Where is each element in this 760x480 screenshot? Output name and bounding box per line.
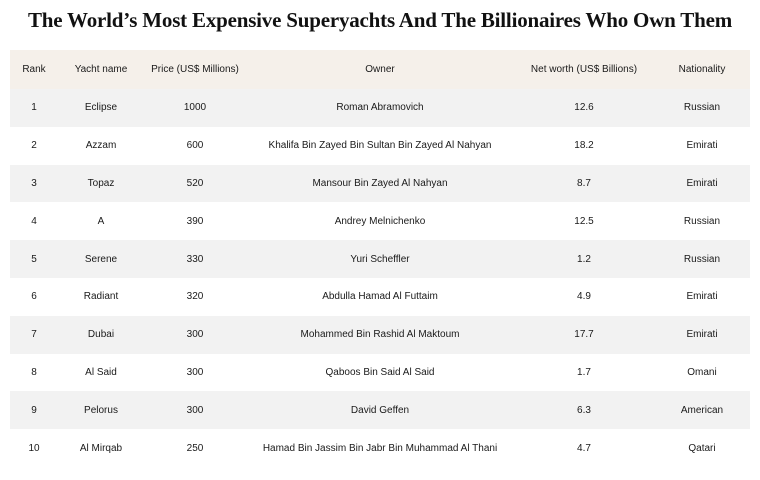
table-row: 8 Al Said 300 Qaboos Bin Said Al Said 1.7 Oma… [10, 353, 750, 392]
yacht-name-cell: Topaz [58, 164, 144, 203]
rank-cell: 2 [10, 126, 58, 165]
net-worth-cell: 6.3 [514, 391, 654, 430]
price-cell: 520 [144, 164, 246, 203]
net-worth-cell: 12.5 [514, 202, 654, 241]
price-cell: 320 [144, 277, 246, 316]
table-row: 7 Dubai 300 Mohammed Bin Rashid Al Maktoum 1… [10, 315, 750, 354]
price-cell: 330 [144, 240, 246, 278]
owner-cell: Abdulla Hamad Al Futtaim [246, 277, 514, 316]
yacht-name-cell: Serene [58, 240, 144, 278]
net-worth-cell: 4.7 [514, 429, 654, 467]
rank-cell: 6 [10, 277, 58, 316]
yacht-name-cell: Pelorus [58, 391, 144, 430]
net-worth-cell: 17.7 [514, 315, 654, 354]
price-cell: 600 [144, 126, 246, 165]
page-title: The World’s Most Expensive Superyachts A… [27, 8, 733, 32]
rank-cell: 7 [10, 315, 58, 354]
price-cell: 390 [144, 202, 246, 241]
column-header-yacht-name: Yacht name [58, 50, 144, 89]
table-body: 1 Eclipse 1000 Roman Abramovich 12.6 Russian 2… [10, 89, 750, 467]
price-cell: 300 [144, 391, 246, 430]
column-header-price: Price (US$ Millions) [144, 50, 246, 89]
rank-cell: 5 [10, 240, 58, 278]
yacht-name-cell: Eclipse [58, 89, 144, 127]
net-worth-cell: 12.6 [514, 89, 654, 127]
nationality-cell: Emirati [654, 164, 750, 203]
table-row: 1 Eclipse 1000 Roman Abramovich 12.6 Russian [10, 89, 750, 127]
nationality-cell: Emirati [654, 126, 750, 165]
nationality-cell: Omani [654, 353, 750, 392]
yacht-name-cell: Dubai [58, 315, 144, 354]
owner-cell: Roman Abramovich [246, 89, 514, 127]
nationality-cell: Qatari [654, 429, 750, 467]
table-header-row: Rank Yacht name Price (US$ Millions) Own… [10, 50, 750, 89]
rank-cell: 1 [10, 89, 58, 127]
table-row: 5 Serene 330 Yuri Scheffler 1.2 Russian [10, 240, 750, 278]
table-row: 10 Al Mirqab 250 Hamad Bin Jassim Bin Jabr … [10, 429, 750, 467]
owner-cell: David Geffen [246, 391, 514, 430]
yacht-name-cell: Azzam [58, 126, 144, 165]
net-worth-cell: 1.7 [514, 353, 654, 392]
yacht-name-cell: Al Mirqab [58, 429, 144, 467]
column-header-owner: Owner [246, 50, 514, 89]
price-cell: 1000 [144, 89, 246, 127]
nationality-cell: Russian [654, 240, 750, 278]
net-worth-cell: 18.2 [514, 126, 654, 165]
owner-cell: Mansour Bin Zayed Al Nahyan [246, 164, 514, 203]
nationality-cell: American [654, 391, 750, 430]
table-row: 9 Pelorus 300 David Geffen 6.3 American [10, 391, 750, 430]
table-row: 4 A 390 Andrey Melnichenko 12.5 Russian [10, 202, 750, 241]
owner-cell: Khalifa Bin Zayed Bin Sultan Bin Zayed A… [246, 126, 514, 165]
net-worth-cell: 8.7 [514, 164, 654, 203]
owner-cell: Hamad Bin Jassim Bin Jabr Bin Muhammad A… [246, 429, 514, 467]
nationality-cell: Emirati [654, 277, 750, 316]
rank-cell: 8 [10, 353, 58, 392]
owner-cell: Mohammed Bin Rashid Al Maktoum [246, 315, 514, 354]
nationality-cell: Emirati [654, 315, 750, 354]
owner-cell: Andrey Melnichenko [246, 202, 514, 241]
net-worth-cell: 4.9 [514, 277, 654, 316]
price-cell: 300 [144, 315, 246, 354]
rank-cell: 3 [10, 164, 58, 203]
net-worth-cell: 1.2 [514, 240, 654, 278]
table-row: 2 Azzam 600 Khalifa Bin Zayed Bin Sultan Bi… [10, 126, 750, 165]
column-header-rank: Rank [10, 50, 58, 89]
table-row: 6 Radiant 320 Abdulla Hamad Al Futtaim 4.9 Em… [10, 277, 750, 316]
owner-cell: Yuri Scheffler [246, 240, 514, 278]
price-cell: 250 [144, 429, 246, 467]
rank-cell: 10 [10, 429, 58, 467]
yacht-name-cell: Al Said [58, 353, 144, 392]
price-cell: 300 [144, 353, 246, 392]
table-row: 3 Topaz 520 Mansour Bin Zayed Al Nahyan 8.7 E… [10, 164, 750, 203]
column-header-nationality: Nationality [654, 50, 750, 89]
superyachts-table: Rank Yacht name Price (US$ Millions) Own… [10, 50, 750, 467]
nationality-cell: Russian [654, 202, 750, 241]
yacht-name-cell: A [58, 202, 144, 241]
rank-cell: 9 [10, 391, 58, 430]
owner-cell: Qaboos Bin Said Al Said [246, 353, 514, 392]
column-header-net-worth: Net worth (US$ Billions) [514, 50, 654, 89]
nationality-cell: Russian [654, 89, 750, 127]
yacht-name-cell: Radiant [58, 277, 144, 316]
rank-cell: 4 [10, 202, 58, 241]
